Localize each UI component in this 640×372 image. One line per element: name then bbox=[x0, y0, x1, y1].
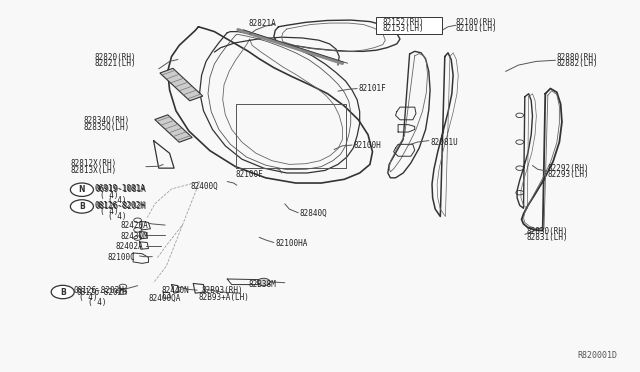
Text: 82292(RH): 82292(RH) bbox=[547, 164, 589, 173]
Text: 82B93+A(LH): 82B93+A(LH) bbox=[198, 293, 249, 302]
Text: B: B bbox=[60, 288, 65, 296]
Text: 82430M: 82430M bbox=[120, 232, 148, 241]
Text: ( 4): ( 4) bbox=[100, 191, 118, 200]
Text: 82820(RH): 82820(RH) bbox=[95, 53, 136, 62]
Text: 08126-8202H: 08126-8202H bbox=[77, 288, 127, 296]
Text: 06919-1081A: 06919-1081A bbox=[95, 185, 145, 193]
Text: 82440N: 82440N bbox=[161, 286, 189, 295]
Text: 82100H: 82100H bbox=[353, 141, 381, 150]
Circle shape bbox=[257, 278, 270, 286]
FancyBboxPatch shape bbox=[376, 17, 442, 34]
Text: 82402A: 82402A bbox=[115, 242, 143, 251]
Text: ( 4): ( 4) bbox=[108, 212, 126, 221]
Text: 82100HA: 82100HA bbox=[275, 239, 308, 248]
Text: 82834Q(RH): 82834Q(RH) bbox=[83, 116, 129, 125]
Text: 82882(LH): 82882(LH) bbox=[557, 60, 598, 68]
Text: ( 4): ( 4) bbox=[79, 293, 97, 302]
Text: 82821(LH): 82821(LH) bbox=[95, 60, 136, 68]
Text: 82101F: 82101F bbox=[358, 84, 386, 93]
Text: 82081U: 82081U bbox=[430, 138, 458, 147]
Text: 82880(RH): 82880(RH) bbox=[557, 53, 598, 62]
Text: 82100(RH): 82100(RH) bbox=[456, 18, 497, 27]
Circle shape bbox=[51, 285, 74, 299]
Text: 82400Q: 82400Q bbox=[191, 182, 218, 190]
Polygon shape bbox=[160, 68, 203, 101]
Polygon shape bbox=[155, 115, 192, 142]
Text: ( 4): ( 4) bbox=[100, 207, 118, 216]
Circle shape bbox=[70, 200, 93, 213]
Text: R820001D: R820001D bbox=[578, 351, 618, 360]
Text: 08126-8202H: 08126-8202H bbox=[74, 286, 124, 295]
Text: B: B bbox=[79, 202, 84, 211]
Text: 82821A: 82821A bbox=[248, 19, 276, 28]
Text: ( 4): ( 4) bbox=[88, 298, 107, 307]
Text: ( 4): ( 4) bbox=[108, 196, 126, 205]
Text: 82B38M: 82B38M bbox=[248, 280, 276, 289]
Text: 82812X(RH): 82812X(RH) bbox=[70, 159, 116, 168]
Text: 06919-1081A: 06919-1081A bbox=[96, 185, 147, 194]
Text: 82293(LH): 82293(LH) bbox=[547, 170, 589, 179]
Text: 82101(LH): 82101(LH) bbox=[456, 24, 497, 33]
Text: 08126-8202H: 08126-8202H bbox=[95, 201, 145, 210]
Text: 82830(RH): 82830(RH) bbox=[526, 227, 568, 236]
Text: 82813X(LH): 82813X(LH) bbox=[70, 166, 116, 174]
Circle shape bbox=[70, 183, 93, 196]
Text: 82100F: 82100F bbox=[236, 170, 263, 179]
Text: 82400QA: 82400QA bbox=[148, 294, 181, 303]
Text: N: N bbox=[79, 185, 85, 194]
Text: 82153(LH): 82153(LH) bbox=[383, 24, 424, 33]
Text: 82831(LH): 82831(LH) bbox=[526, 233, 568, 242]
Text: 82835Q(LH): 82835Q(LH) bbox=[83, 123, 129, 132]
Text: 82420A: 82420A bbox=[120, 221, 148, 230]
Text: 82840Q: 82840Q bbox=[300, 209, 327, 218]
Text: 82152(RH): 82152(RH) bbox=[383, 18, 424, 27]
Text: 82100C: 82100C bbox=[108, 253, 135, 262]
Text: 08126-8202H: 08126-8202H bbox=[96, 202, 147, 211]
Text: 82B93(RH): 82B93(RH) bbox=[202, 286, 243, 295]
